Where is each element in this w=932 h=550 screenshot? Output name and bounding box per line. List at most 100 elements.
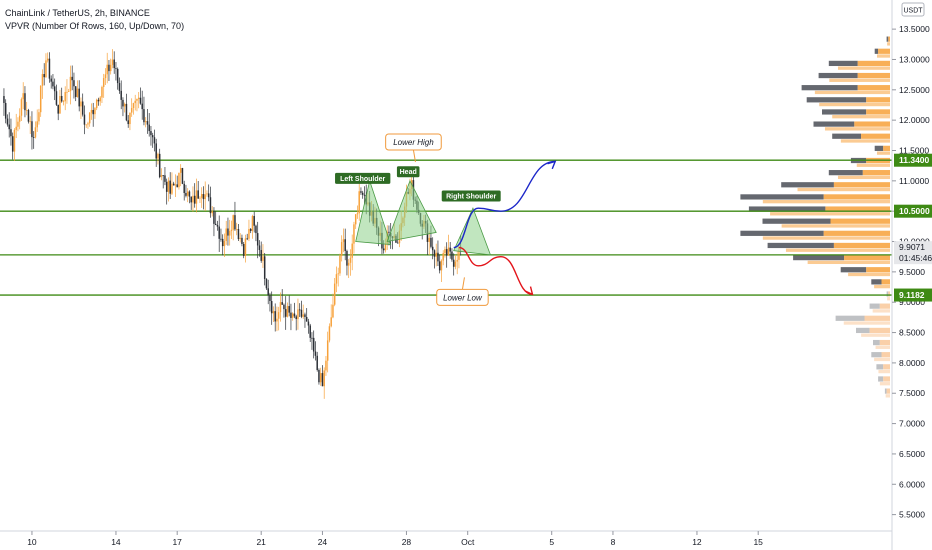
y-tick-label: 12.5000 (899, 85, 930, 95)
candle-body (132, 103, 135, 108)
candle-body (270, 300, 273, 314)
vp-row-fill (770, 212, 890, 216)
candle-body (71, 76, 73, 81)
candle-body (78, 88, 80, 107)
x-tick-label: 8 (611, 537, 616, 547)
candle-body (95, 99, 98, 109)
vp-row-up (857, 85, 890, 91)
y-tick-label: 7.5000 (899, 388, 925, 398)
vp-row-fill (762, 199, 890, 204)
candle-body (153, 137, 156, 144)
vp-row-fill (840, 139, 890, 143)
vp-row-fill (829, 78, 890, 82)
candle-body (43, 74, 45, 78)
pattern-triangle (386, 179, 437, 243)
candle-body (32, 137, 35, 138)
candle-body (193, 195, 196, 204)
candle-body (283, 304, 285, 310)
candle-body (311, 337, 313, 339)
candle-body (239, 237, 241, 240)
candle-body (382, 248, 385, 251)
candle-body (52, 81, 54, 87)
candle-body (262, 256, 264, 261)
vp-row-up (881, 352, 890, 358)
candle-body (17, 121, 19, 127)
vp-row-down (886, 36, 889, 42)
vp-row-fill (856, 163, 890, 167)
vp-row-fill (875, 345, 890, 349)
candle-body (127, 120, 129, 125)
candle-body (358, 191, 360, 214)
candle-body (312, 337, 315, 352)
candle-body (430, 237, 432, 247)
candle-body (249, 228, 252, 231)
candle-body (339, 255, 341, 274)
bullish-path-arrowhead (547, 160, 557, 170)
candle-body (435, 252, 437, 257)
candle-body (351, 243, 353, 258)
candle-body (300, 309, 303, 317)
vp-row-down (886, 291, 889, 297)
vp-row-up (866, 267, 890, 273)
vp-row-up (823, 194, 890, 200)
candle-body (260, 249, 262, 261)
vp-row-fill (785, 248, 890, 252)
candle-body (197, 190, 199, 199)
candle-body (442, 253, 444, 261)
y-tick-label: 8.0000 (899, 358, 925, 368)
candle-body (148, 124, 150, 132)
candle-body (66, 91, 68, 93)
annotation-head: Head (396, 166, 420, 178)
candle-body (192, 195, 194, 203)
level-price-label-bg (894, 204, 932, 218)
candle-body (50, 78, 52, 82)
candle-body (73, 80, 75, 87)
candle-body (304, 314, 306, 317)
candle-body (246, 238, 248, 240)
candle-body (302, 314, 304, 317)
candle-body (326, 340, 329, 361)
candle-body (104, 74, 107, 79)
annotation-text: Lower Low (443, 293, 483, 302)
candle-body (207, 193, 210, 198)
candle-body (438, 261, 441, 271)
candle-body (298, 309, 301, 311)
vp-row-fill (885, 394, 890, 398)
vp-row-up (830, 218, 890, 224)
annotation-text: Left Shoulder (340, 176, 385, 183)
candle-body (388, 231, 390, 233)
candle-body (323, 370, 325, 387)
candle-body (456, 259, 458, 262)
candle-body (97, 99, 100, 102)
vp-row-up (857, 60, 890, 67)
candle-body (62, 101, 65, 102)
candle-body (454, 261, 457, 267)
candle-body (344, 239, 346, 251)
x-tick-label: 21 (256, 537, 266, 547)
vp-row-down (801, 85, 858, 91)
candle-body (6, 118, 9, 125)
candle-body (444, 249, 446, 254)
vp-row-fill (837, 66, 890, 70)
pattern-triangle (453, 207, 492, 256)
bearish-path (458, 246, 533, 296)
candle-body (225, 228, 227, 241)
annotation-pointer (412, 149, 416, 163)
candle-body (27, 110, 30, 122)
x-tick-label: 14 (111, 537, 121, 547)
level-price-label-bg (894, 288, 932, 302)
candle-body (136, 98, 138, 101)
candle-body (46, 58, 49, 61)
candle-body (251, 216, 254, 231)
candle-body (171, 183, 173, 194)
vp-row-down (740, 230, 824, 236)
vp-row-down (813, 121, 855, 127)
candle-body (106, 64, 108, 75)
candle-body (20, 99, 23, 116)
candle-body (354, 214, 357, 225)
candle-body (158, 153, 161, 178)
candle-body (186, 191, 189, 196)
x-tick-label: 28 (402, 537, 412, 547)
y-tick-label: 9.5000 (899, 267, 925, 277)
